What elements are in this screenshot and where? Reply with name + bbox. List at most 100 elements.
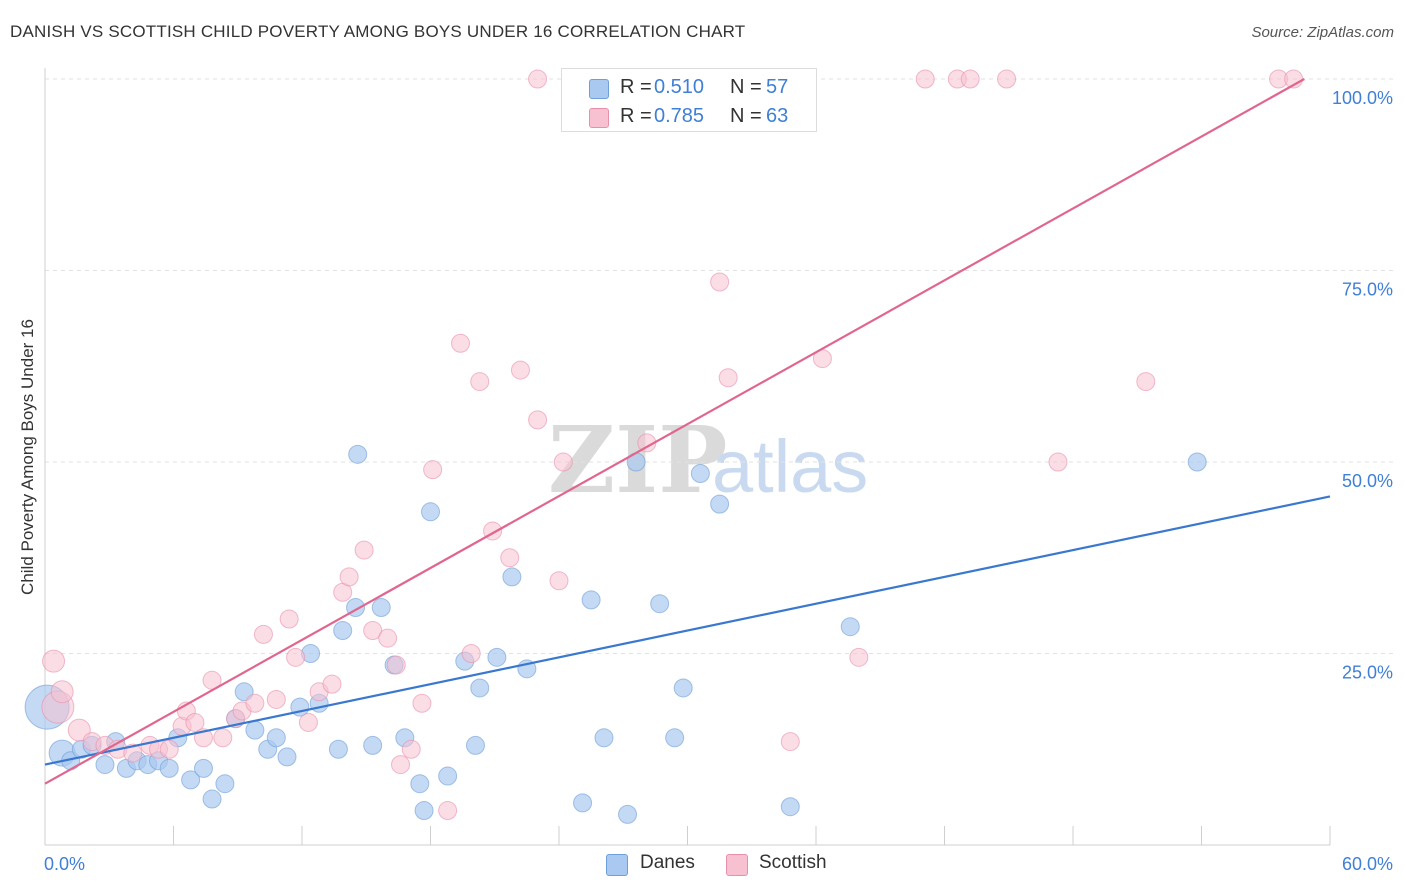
- scottish-point: [528, 410, 548, 430]
- scottish-point: [363, 621, 383, 641]
- scottish-point: [159, 739, 179, 759]
- scottish-point: [510, 360, 530, 380]
- scottish-point: [470, 372, 490, 392]
- danes-point: [266, 728, 286, 748]
- danes-point: [573, 793, 593, 813]
- danes-point: [438, 766, 458, 786]
- scottish-point: [286, 647, 306, 667]
- scottish-point: [339, 567, 359, 587]
- danes-point: [181, 770, 201, 790]
- stats-row-scottish: R = 0.785 N = 63: [562, 100, 816, 130]
- legend-label-danes: Danes: [640, 852, 695, 873]
- danes-point: [414, 801, 434, 821]
- danes-point: [348, 444, 368, 464]
- y-tick-label: 75.0%: [1342, 280, 1393, 300]
- n-label: N =: [730, 105, 762, 127]
- danes-point: [665, 728, 685, 748]
- scottish-point: [997, 69, 1017, 89]
- scottish-point: [915, 69, 935, 89]
- scottish-point: [50, 680, 74, 704]
- scottish-point: [1136, 372, 1156, 392]
- scottish-swatch: [589, 108, 609, 128]
- danes-swatch: [589, 79, 609, 99]
- danes-point: [673, 678, 693, 698]
- scottish-point: [549, 571, 569, 591]
- scottish-point: [253, 624, 273, 644]
- legend-label-scottish: Scottish: [759, 852, 827, 873]
- watermark-atlas: atlas: [712, 425, 868, 508]
- danes-point: [618, 804, 638, 824]
- r-label: R =: [620, 76, 652, 98]
- danes-point: [363, 735, 383, 755]
- danes-point: [371, 598, 391, 618]
- x-tick-label: 60.0%: [1342, 854, 1393, 874]
- scottish-point: [378, 628, 398, 648]
- danes-point: [1187, 452, 1207, 472]
- scottish-point: [780, 732, 800, 752]
- danes-point: [202, 789, 222, 809]
- n-value: 63: [766, 105, 789, 127]
- danes-point: [421, 502, 440, 522]
- scottish-point: [42, 649, 66, 673]
- n-value: 57: [766, 76, 789, 98]
- danes-point: [710, 494, 730, 514]
- scottish-point: [279, 609, 299, 629]
- danes-point: [95, 755, 115, 775]
- scottish-point: [718, 368, 738, 388]
- scottish-point: [213, 728, 233, 748]
- scottish-point: [461, 644, 481, 663]
- scottish-point: [849, 647, 869, 667]
- n-label: N =: [730, 76, 762, 98]
- danes-trend-line: [44, 495, 1331, 766]
- scottish-point: [245, 693, 265, 713]
- danes-point: [502, 567, 522, 587]
- danes-point: [780, 797, 800, 817]
- scottish-point: [401, 739, 421, 759]
- danes-point: [277, 747, 297, 767]
- r-value: 0.785: [654, 105, 705, 127]
- y-tick-label: 100.0%: [1332, 88, 1393, 108]
- scottish-legend-swatch: [726, 854, 748, 876]
- r-value: 0.510: [654, 76, 705, 98]
- y-tick-label: 25.0%: [1342, 663, 1393, 683]
- scottish-point: [412, 693, 432, 713]
- scottish-point: [438, 801, 458, 821]
- danes-point: [581, 590, 601, 610]
- scottish-point: [354, 540, 374, 560]
- scottish-point: [185, 712, 205, 732]
- y-tick-label: 50.0%: [1342, 471, 1393, 491]
- danes-point: [650, 594, 670, 614]
- scottish-point: [298, 712, 318, 732]
- r-label: R =: [620, 105, 652, 127]
- scottish-point: [553, 452, 573, 472]
- danes-point: [594, 728, 614, 748]
- danes-point: [840, 617, 860, 637]
- danes-legend-swatch: [606, 854, 628, 876]
- scottish-point: [423, 460, 443, 480]
- scottish-point: [322, 674, 342, 694]
- scottish-point: [391, 755, 411, 775]
- stats-row-danes: R = 0.510 N = 57: [562, 71, 816, 101]
- scottish-point: [386, 655, 406, 675]
- danes-point: [328, 739, 348, 759]
- danes-point: [465, 735, 485, 755]
- chart-title: DANISH VS SCOTTISH CHILD POVERTY AMONG B…: [10, 22, 746, 41]
- danes-point: [159, 758, 179, 778]
- scottish-point: [450, 333, 470, 353]
- danes-point: [333, 621, 353, 641]
- danes-point: [215, 774, 235, 794]
- x-tick-label: 0.0%: [44, 854, 85, 874]
- danes-point: [245, 720, 265, 740]
- danes-point: [690, 463, 710, 483]
- scottish-point: [1048, 452, 1068, 472]
- danes-point: [193, 758, 213, 778]
- danes-point: [487, 647, 507, 667]
- scottish-point: [123, 743, 143, 763]
- scottish-point: [960, 69, 980, 89]
- scottish-point: [266, 689, 286, 709]
- scottish-trend-line: [44, 78, 1305, 785]
- scottish-point: [500, 548, 520, 568]
- source-label: Source: ZipAtlas.com: [1251, 24, 1394, 41]
- stats-legend: R = 0.510 N = 57 R = 0.785 N = 63: [561, 68, 817, 132]
